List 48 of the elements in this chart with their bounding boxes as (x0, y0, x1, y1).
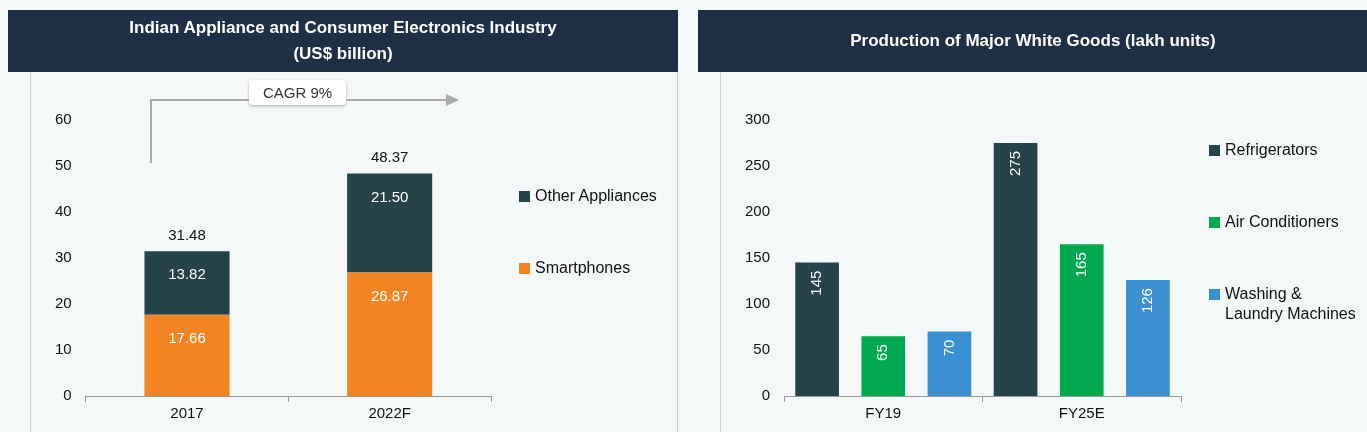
bar (347, 272, 433, 396)
text: 21.50 (370, 187, 409, 205)
bar (861, 336, 906, 396)
total-label: 31.48 (168, 225, 206, 243)
data-label: 70 (939, 339, 957, 357)
bar (144, 314, 230, 396)
legend-label: Washing & Laundry Machines (1225, 284, 1357, 324)
y-tick-label: 0 (63, 386, 72, 404)
y-tick-label: 10 (55, 340, 72, 358)
bar (927, 331, 972, 396)
data-label: 275 (1005, 151, 1023, 177)
bar (795, 262, 839, 396)
x-tick-label: 2022F (368, 404, 411, 422)
y-tick-label: 50 (55, 156, 72, 174)
y-tick-label: 200 (745, 202, 771, 220)
legend-label: Refrigerators (1225, 140, 1318, 160)
x-tick-label: FY19 (865, 404, 902, 422)
y-tick-label: 300 (745, 110, 771, 128)
text: CAGR 9% (249, 80, 347, 105)
y-tick-label: 100 (745, 294, 771, 312)
legend-label: Smartphones (535, 258, 631, 278)
y-tick-label: 20 (55, 294, 72, 312)
bar (347, 173, 433, 273)
legend-label: Air Conditioners (1225, 212, 1339, 232)
chart-title: Production of Major White Goods (lakh units) (698, 10, 1367, 72)
y-tick-label: 250 (745, 156, 771, 174)
data-label: 65 (873, 344, 891, 361)
bar (993, 143, 1038, 396)
text: 26.87 (370, 286, 409, 304)
data-label: 165 (1071, 252, 1089, 278)
y-tick-label: 60 (55, 110, 72, 128)
y-tick-label: 150 (745, 248, 771, 266)
bar (1126, 280, 1170, 396)
data-label: 126 (1138, 288, 1156, 314)
y-tick-label: 30 (55, 248, 72, 266)
bar (1059, 244, 1104, 396)
data-label: 145 (807, 270, 825, 296)
y-tick-label: 40 (55, 202, 72, 220)
text: 17.66 (168, 328, 206, 346)
total-label: 48.37 (370, 148, 409, 166)
x-tick-label: FY25E (1058, 404, 1105, 422)
y-tick-label: 50 (753, 340, 771, 358)
bar (144, 251, 230, 315)
x-tick-label: 2017 (170, 404, 204, 422)
legend-label: Other Appliances (535, 186, 657, 206)
chart-title: Indian Appliance and Consumer Electronics Industry (US$ billion) (8, 10, 678, 72)
y-tick-label: 0 (761, 386, 771, 404)
text: 13.82 (168, 265, 206, 283)
